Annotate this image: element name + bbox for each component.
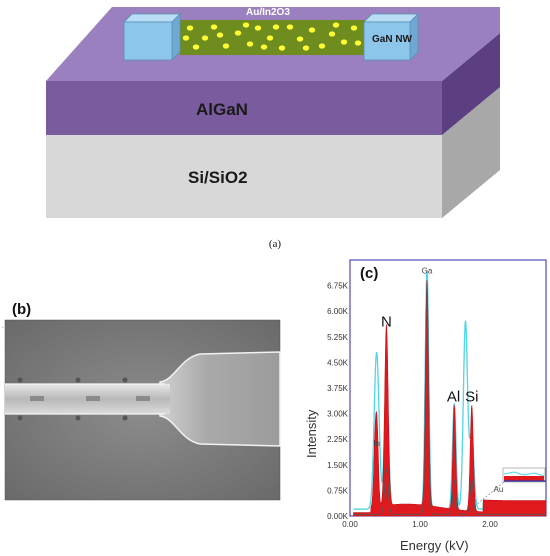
gold-dot [246, 41, 254, 47]
svg-text:.: . [2, 324, 4, 330]
x-axis-label: Energy (kV) [400, 538, 469, 553]
gold-dot [318, 43, 326, 49]
gold-dot [210, 24, 218, 30]
nanowire-label: Au/In2O3 [246, 7, 290, 18]
gold-dot [186, 25, 194, 31]
right-contact [363, 13, 419, 61]
gold-dot [254, 25, 262, 31]
peak-label-in: In [373, 439, 380, 448]
peak-label-al: Al [447, 389, 460, 406]
peak-label-ga: Ga [422, 267, 433, 276]
spectrum-dark-line [353, 285, 546, 515]
algan-side [442, 33, 500, 135]
sem-contact-pad [159, 351, 281, 447]
gold-dot [201, 35, 209, 41]
gold-dot [328, 31, 336, 37]
y-tick-label: 5.25K [327, 333, 349, 342]
peak-labels: Ga N Al Si In Au [373, 267, 503, 494]
y-tick-label: 3.00K [327, 410, 349, 419]
gold-dot [302, 45, 310, 51]
gold-dot [340, 39, 348, 45]
gold-dot [286, 24, 294, 30]
gold-dot [234, 30, 242, 36]
y-axis-ticks: 0.00K 0.75K 1.50K 2.25K 3.00K 3.75K 4.50K 5.25K… [327, 282, 349, 521]
gold-dot [260, 44, 268, 50]
peak-label-si: Si [465, 389, 478, 406]
gold-dot [350, 25, 358, 31]
gold-dot [216, 32, 224, 38]
y-tick-label: 6.75K [327, 282, 349, 291]
substrate-side [442, 87, 500, 218]
y-tick-label: 1.50K [327, 461, 349, 470]
y-tick-label: 3.75K [327, 384, 349, 393]
peak-label-au: Au [494, 485, 504, 494]
gold-dot [278, 45, 286, 51]
gold-nanoparticles [182, 22, 362, 51]
y-tick-label: 6.00K [327, 307, 349, 316]
contact-label: GaN NW [372, 34, 413, 45]
y-tick-label: 0.75K [327, 486, 349, 495]
y-tick-label: 0.00K [327, 512, 349, 521]
spectrum-red-fill [353, 280, 547, 517]
device-schematic: Au/In2O3 GaN NW AlGaN Si/SiO2 [46, 7, 500, 218]
gold-dot [296, 36, 304, 42]
substrate-label: Si/SiO2 [188, 168, 248, 187]
eds-spectrum-panel: 0.00K 0.75K 1.50K 2.25K 3.00K 3.75K 4.50K 5.25K… [304, 259, 547, 553]
peak-label-n: N [381, 314, 392, 331]
y-tick-label: 4.50K [327, 358, 349, 367]
x-tick-label: 0.00 [342, 520, 358, 529]
gold-dot [266, 35, 274, 41]
y-tick-label: 2.25K [327, 435, 349, 444]
x-tick-label: 1.00 [412, 520, 428, 529]
algan-label: AlGaN [196, 100, 248, 119]
gold-dot [242, 22, 250, 28]
panel-b-label: (b) [12, 301, 31, 318]
gold-dot [272, 24, 280, 30]
left-contact [123, 13, 181, 61]
gold-dot [308, 27, 316, 33]
caption-a: (a) [268, 238, 282, 250]
gold-dot [192, 44, 200, 50]
y-axis-label: Intensity [304, 409, 319, 458]
au-inset [474, 467, 546, 507]
gold-dot [354, 40, 362, 46]
sem-markers [17, 377, 150, 421]
algan-front [46, 81, 442, 135]
gold-dot [222, 43, 230, 49]
gold-dot [182, 35, 190, 41]
substrate-front [46, 135, 442, 218]
x-tick-label: 2.00 [482, 520, 498, 529]
panel-c-label: (c) [360, 265, 378, 282]
gold-dot [332, 22, 340, 28]
sem-image-panel: (b) . [2, 301, 281, 501]
